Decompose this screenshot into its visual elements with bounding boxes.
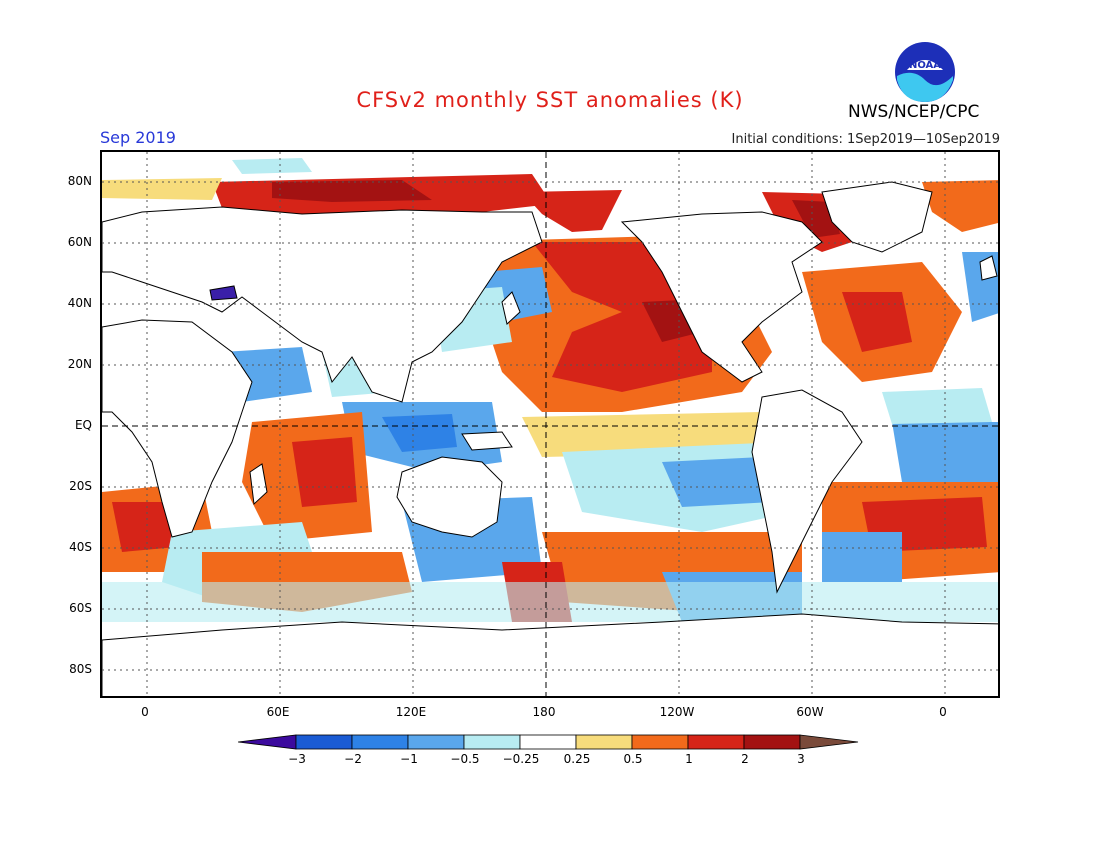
colorbar-segment [295,734,353,750]
south-atlantic-warm-core [112,502,177,552]
lat-label-40n: 40N [67,296,92,310]
colorbar-label: −0.5 [450,752,480,766]
land-greenland [821,181,933,253]
sw-atlantic-cool [822,532,902,582]
noaa-logo-icon: NOAA [895,42,955,102]
colorbar-segment [407,734,465,750]
lat-label-80n: 80N [67,174,92,188]
indian-warm-core [292,437,357,507]
colorbar-segment [575,734,633,750]
colorbar-segment [743,734,801,750]
sst-anomaly-map [100,150,1000,698]
maritime-continent-cool-core [382,414,457,452]
lon-label-180: 180 [532,705,556,719]
lat-label-20s: 20S [69,479,92,493]
colorbar-label: −0.25 [502,752,540,766]
land-japan [501,291,521,325]
lat-label-80s: 80S [69,662,92,676]
land-masses [102,181,998,696]
arctic-warm-greenland-sea [922,180,998,232]
lat-label-20n: 20N [67,357,92,371]
colorbar-label: −1 [400,752,418,766]
lon-label-0: 0 [141,705,149,719]
land-north-america [620,211,823,383]
land-africa [102,319,253,538]
colorbar-arrow-high [799,734,859,750]
lat-label-eq: EQ [74,418,92,432]
arctic-cool [232,158,312,174]
lon-label-120w: 120W [659,705,695,719]
natlantic-warm-core [842,292,912,352]
land-madagascar [249,463,268,506]
colorbar-segment [519,734,577,750]
lat-label-60s: 60S [69,601,92,615]
colorbar-segment [631,734,689,750]
black-sea-cool [209,285,238,301]
land-australia [396,456,503,538]
colorbar-label: 2 [741,752,749,766]
lon-label-60e: 60E [266,705,290,719]
trop-atlantic-light [882,388,992,424]
land-uk [979,255,998,281]
lat-label-40s: 40S [69,540,92,554]
anomaly-patches [102,158,998,622]
colorbar-arrow-low [238,734,297,750]
colorbar-label: 3 [797,752,805,766]
colorbar-label: 0.25 [563,752,591,766]
arctic-warm-siberia-core [272,180,432,202]
colorbar-segment [351,734,409,750]
chart-title: CFSv2 monthly SST anomalies (K) [356,88,744,112]
grid-lines [102,152,998,696]
trop-atlantic-cool [892,422,998,482]
land-eurasia [102,206,543,403]
se-pacific-cool-core [662,457,772,507]
agency-label: NWS/NCEP/CPC [848,102,980,122]
land-south-america [751,389,863,594]
colorbar-segment [687,734,745,750]
forecast-period: Sep 2019 [100,128,176,147]
arctic-light-band [102,178,222,200]
colorbar-label: 1 [685,752,693,766]
lon-label-60w: 60W [796,705,824,719]
lon-label-0-east: 0 [939,705,947,719]
colorbar-label: 0.5 [623,752,643,766]
logo-text: NOAA [909,60,941,71]
colorbar [238,734,859,750]
land-antarctica [102,613,998,696]
initial-conditions: Initial conditions: 1Sep2019—10Sep2019 [731,132,1000,147]
colorbar-label: −3 [288,752,306,766]
colorbar-segment [463,734,521,750]
lat-label-60n: 60N [67,235,92,249]
arctic-warm-chukchi [522,190,622,232]
colorbar-label: −2 [344,752,362,766]
map-canvas [102,152,998,696]
southern-ocean-light [102,582,998,622]
lon-label-120e: 120E [395,705,427,719]
land-new-guinea [461,431,513,451]
